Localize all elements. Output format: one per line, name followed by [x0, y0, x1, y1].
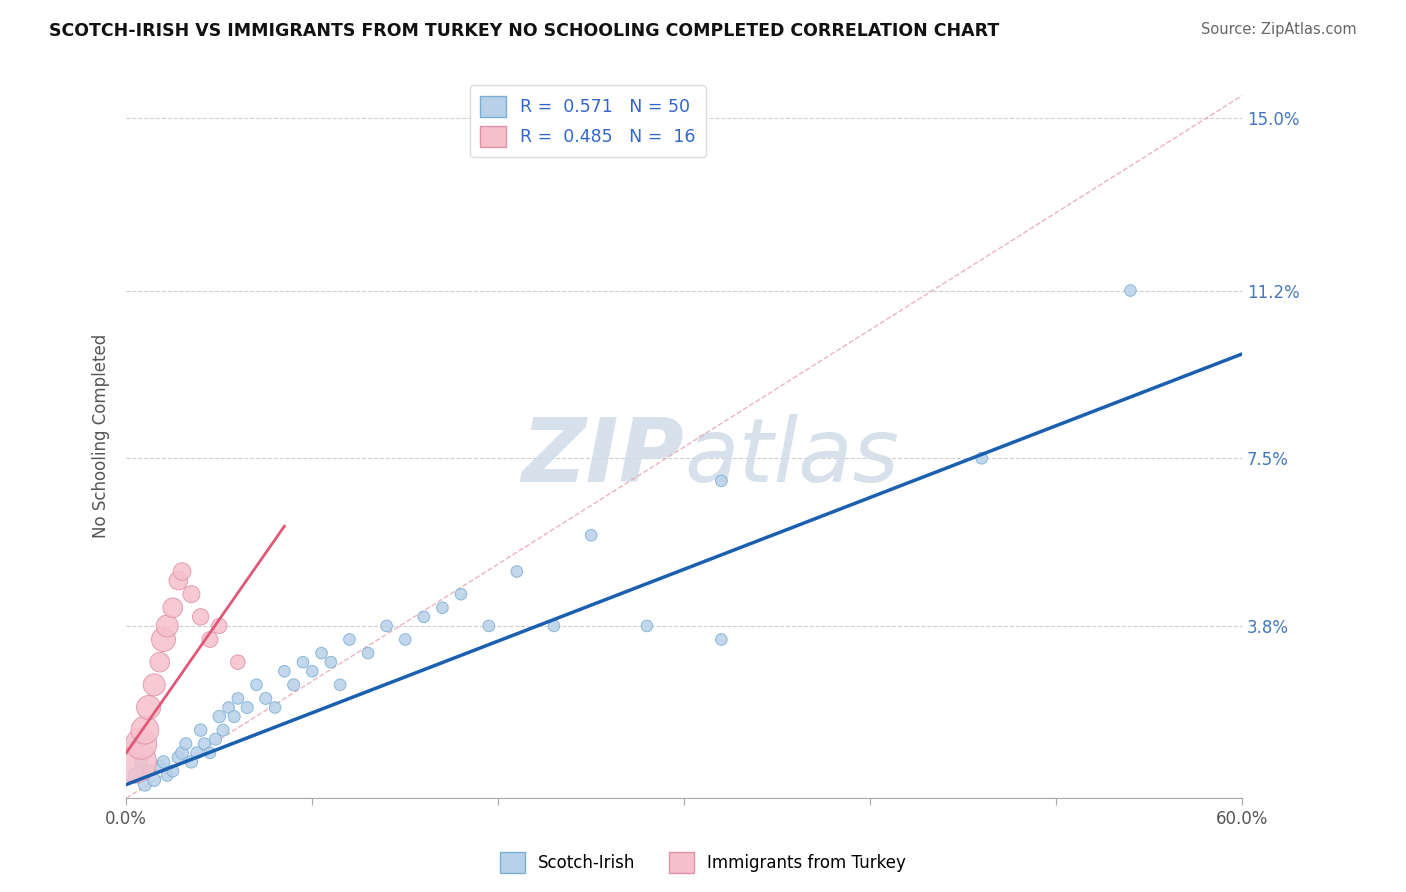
Point: [291, 655, 314, 669]
Point: [149, 759, 172, 773]
Point: [124, 768, 146, 782]
Text: Source: ZipAtlas.com: Source: ZipAtlas.com: [1201, 22, 1357, 37]
Point: [198, 632, 221, 647]
Point: [236, 700, 259, 714]
Point: [224, 709, 246, 723]
Point: [172, 746, 194, 760]
Point: [208, 619, 231, 633]
Point: [329, 678, 352, 692]
Point: [710, 474, 733, 488]
Point: [162, 764, 184, 778]
Point: [636, 619, 658, 633]
Point: [152, 755, 174, 769]
Text: ZIP: ZIP: [522, 414, 685, 500]
Point: [375, 619, 398, 633]
Point: [174, 737, 197, 751]
Point: [226, 655, 249, 669]
Point: [432, 600, 454, 615]
Point: [254, 691, 277, 706]
Point: [167, 574, 190, 588]
Point: [264, 700, 287, 714]
Point: [218, 700, 240, 714]
Point: [156, 619, 179, 633]
Point: [311, 646, 333, 660]
Point: [319, 655, 342, 669]
Point: [412, 610, 434, 624]
Point: [138, 700, 160, 714]
Point: [273, 665, 295, 679]
Point: [124, 755, 146, 769]
Point: [506, 565, 529, 579]
Point: [394, 632, 416, 647]
Point: [138, 764, 160, 778]
Point: [1119, 284, 1142, 298]
Point: [283, 678, 305, 692]
Point: [162, 600, 184, 615]
Point: [245, 678, 267, 692]
Point: [143, 772, 166, 787]
Legend: R =  0.571   N = 50, R =  0.485   N =  16: R = 0.571 N = 50, R = 0.485 N = 16: [470, 86, 706, 157]
Point: [339, 632, 361, 647]
Point: [167, 750, 190, 764]
Point: [543, 619, 565, 633]
Point: [970, 451, 993, 466]
Point: [149, 655, 172, 669]
Point: [450, 587, 472, 601]
Point: [357, 646, 380, 660]
Legend: Scotch-Irish, Immigrants from Turkey: Scotch-Irish, Immigrants from Turkey: [494, 846, 912, 880]
Point: [180, 755, 202, 769]
Point: [156, 768, 179, 782]
Point: [198, 746, 221, 760]
Point: [172, 565, 194, 579]
Point: [579, 528, 602, 542]
Point: [212, 723, 235, 738]
Point: [193, 737, 215, 751]
Point: [134, 723, 156, 738]
Point: [226, 691, 249, 706]
Point: [208, 709, 231, 723]
Point: [301, 665, 323, 679]
Point: [190, 723, 212, 738]
Text: SCOTCH-IRISH VS IMMIGRANTS FROM TURKEY NO SCHOOLING COMPLETED CORRELATION CHART: SCOTCH-IRISH VS IMMIGRANTS FROM TURKEY N…: [49, 22, 1000, 40]
Point: [180, 587, 202, 601]
Point: [186, 746, 208, 760]
Point: [152, 632, 174, 647]
Point: [190, 610, 212, 624]
Point: [710, 632, 733, 647]
Point: [143, 678, 166, 692]
Y-axis label: No Schooling Completed: No Schooling Completed: [93, 334, 110, 538]
Point: [129, 755, 152, 769]
Text: atlas: atlas: [685, 414, 898, 500]
Point: [129, 737, 152, 751]
Point: [134, 778, 156, 792]
Point: [478, 619, 501, 633]
Point: [204, 732, 226, 747]
